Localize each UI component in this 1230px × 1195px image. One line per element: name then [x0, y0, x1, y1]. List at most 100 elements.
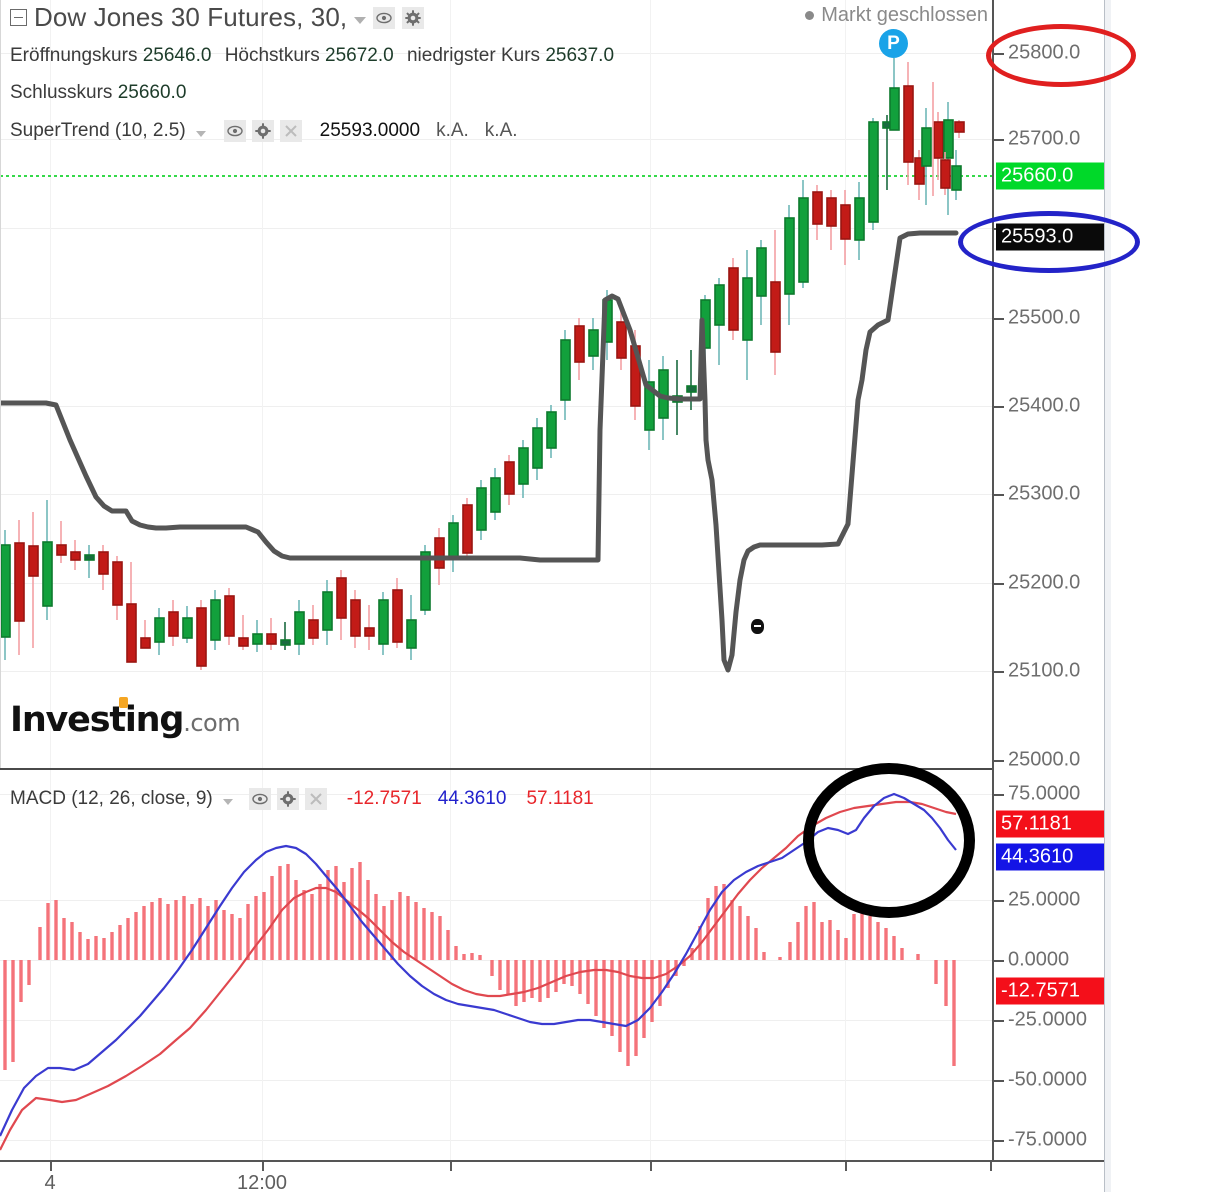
axis-label: 0.0000: [1008, 948, 1070, 971]
macd-value-badge[interactable]: 44.3610: [996, 843, 1104, 871]
annotation-ellipse-blue: [958, 211, 1140, 273]
x-axis-label: 12:00: [236, 1172, 288, 1194]
chevron-down-icon[interactable]: [195, 130, 206, 137]
x-axis-label: 4: [44, 1172, 56, 1194]
axis-tick: [994, 494, 1004, 496]
macd-histogram: [3, 862, 956, 1070]
close-x-icon[interactable]: [304, 788, 327, 810]
axis-tick: [994, 760, 1004, 762]
page-title: Dow Jones 30 Futures, 30,: [34, 2, 348, 32]
axis-tick: [994, 583, 1004, 585]
gridline: [0, 406, 992, 407]
axis-label: 25100.0: [1008, 659, 1081, 682]
axis-label: -25.0000: [1008, 1008, 1087, 1031]
macd-label: MACD (12, 26, close, 9): [10, 788, 213, 809]
gridline: [0, 53, 992, 54]
axis-tick: [994, 960, 1004, 962]
gridline: [0, 139, 992, 140]
supertrend-na-1: k.A.: [436, 120, 469, 141]
logo-brand: Investing: [10, 700, 184, 740]
axis-tick: [994, 318, 1004, 320]
close-x-icon[interactable]: [279, 120, 302, 142]
x-axis-tick: [450, 1162, 452, 1171]
axis-label: 25.0000: [1008, 888, 1081, 911]
supertrend-value: 25593.0000: [319, 120, 421, 141]
axis-tick: [994, 1020, 1004, 1022]
price-axis[interactable]: 25800.0 25700.0 25660.0 25593.0 25500.0 …: [992, 0, 1106, 1160]
candlestick-series: [0, 58, 965, 670]
eye-icon[interactable]: [223, 120, 246, 142]
logo-suffix: .com: [183, 709, 241, 737]
annotation-ellipse-red: [986, 24, 1136, 87]
gridline: [262, 0, 263, 768]
gridline: [50, 770, 51, 1160]
logo-accent-dot-icon: [119, 697, 128, 708]
gridline: [450, 770, 451, 1160]
axis-label: 25700.0: [1008, 127, 1081, 150]
gridline: [0, 1020, 992, 1021]
axis-label: 25300.0: [1008, 482, 1081, 505]
page-margin: [1111, 0, 1230, 1192]
gridline: [0, 318, 992, 319]
axis-label: -75.0000: [1008, 1128, 1087, 1151]
axis-tick: [994, 139, 1004, 141]
cursor-marker-icon: [751, 619, 764, 634]
x-axis-tick: [262, 1162, 264, 1171]
axis-label: 25400.0: [1008, 394, 1081, 417]
supertrend-na-2: k.A.: [484, 120, 518, 141]
supertrend-line: [0, 230, 959, 673]
gridline: [50, 0, 51, 768]
gridline: [0, 1080, 992, 1081]
gridline: [262, 770, 263, 1160]
signal-value-badge[interactable]: 57.1181: [996, 810, 1104, 838]
axis-tick: [994, 794, 1004, 796]
axis-tick: [994, 900, 1004, 902]
eye-icon[interactable]: [248, 788, 271, 810]
investing-logo: Investing .com: [10, 697, 241, 740]
time-axis[interactable]: 4 12:00: [0, 1160, 1104, 1194]
gridline: [450, 0, 451, 768]
x-axis-tick: [50, 1162, 52, 1171]
macd-signal-value: 57.1181: [526, 788, 594, 809]
gridline: [845, 770, 846, 1160]
macd-histogram-value: -12.7571: [346, 788, 422, 809]
collapse-minus-icon[interactable]: [10, 9, 27, 26]
x-axis-tick: [650, 1162, 652, 1171]
x-axis-tick: [990, 1162, 992, 1171]
axis-tick: [994, 1140, 1004, 1142]
symbol-title-row[interactable]: Dow Jones 30 Futures, 30,: [10, 2, 425, 33]
histogram-value-badge[interactable]: -12.7571: [996, 977, 1104, 1005]
axis-tick: [994, 1080, 1004, 1082]
axis-tick: [994, 671, 1004, 673]
gridline: [845, 0, 846, 768]
gear-icon[interactable]: [276, 788, 299, 810]
supertrend-row[interactable]: SuperTrend (10, 2.5) 25593.0000 k.A. k.A…: [10, 120, 518, 142]
gridline: [0, 583, 992, 584]
axis-label: 25000.0: [1008, 748, 1081, 771]
pin-badge[interactable]: P: [879, 29, 908, 58]
axis-label: -50.0000: [1008, 1068, 1087, 1091]
chevron-down-icon[interactable]: [354, 17, 367, 24]
gear-icon[interactable]: [402, 6, 425, 29]
axis-label: 25200.0: [1008, 571, 1081, 594]
eye-icon[interactable]: [373, 6, 396, 29]
supertrend-label: SuperTrend (10, 2.5): [10, 120, 186, 141]
gridline: [0, 228, 992, 229]
signal-line: [0, 800, 957, 1151]
axis-label: 75.0000: [1008, 782, 1081, 805]
gridline: [0, 900, 992, 901]
price-chart-panel[interactable]: Dow Jones 30 Futures, 30, Eröffnungskurs…: [0, 0, 992, 770]
gear-icon[interactable]: [251, 120, 274, 142]
close-price-badge[interactable]: 25660.0: [996, 162, 1104, 190]
gridline: [0, 960, 992, 961]
x-axis-tick: [845, 1162, 847, 1171]
price-series-svg: [0, 0, 992, 768]
macd-header[interactable]: MACD (12, 26, close, 9) -12.7571 44.3610…: [10, 788, 594, 810]
macd-line-value: 44.3610: [437, 788, 507, 809]
axis-label: 25500.0: [1008, 306, 1081, 329]
macd-series-svg: [0, 792, 957, 1151]
annotation-circle-black: [803, 763, 975, 918]
chevron-down-icon[interactable]: [222, 798, 233, 805]
axis-tick: [994, 406, 1004, 408]
gridline: [0, 671, 992, 672]
